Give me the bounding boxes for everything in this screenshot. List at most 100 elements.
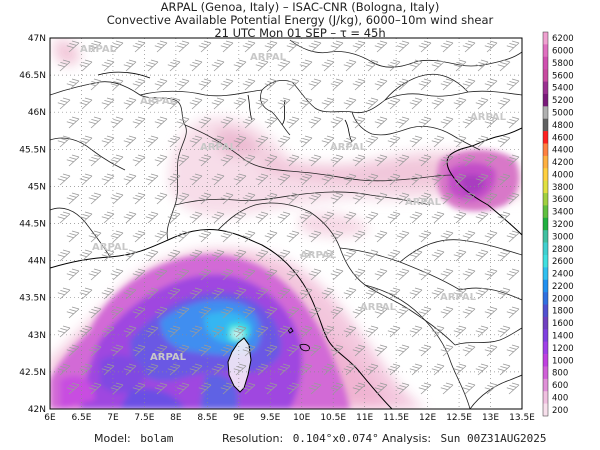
wind-barb — [176, 230, 190, 243]
colorbar-swatch — [543, 378, 548, 392]
wind-barb — [409, 211, 423, 224]
lon-label: 6E — [44, 413, 56, 423]
wind-barb — [242, 382, 256, 395]
wind-barb — [220, 78, 234, 91]
wind-barb — [167, 325, 181, 338]
wind-barb — [387, 249, 401, 262]
wind-barb — [154, 230, 168, 243]
wind-barb — [365, 135, 379, 148]
wind-barb — [123, 59, 137, 72]
lon-label: 6.5E — [71, 413, 91, 423]
wind-barb — [233, 363, 247, 376]
wind-barb — [440, 116, 454, 129]
arpal-watermark: ARPAL — [470, 112, 507, 123]
wind-barb — [110, 154, 124, 167]
wind-barb — [57, 287, 71, 300]
colorbar-swatch — [543, 403, 548, 417]
wind-barb — [440, 40, 454, 53]
wind-barb — [101, 287, 115, 300]
wind-barb — [277, 249, 291, 262]
wind-barb — [497, 249, 511, 262]
wind-barb — [79, 325, 93, 338]
colorbar-swatch — [543, 254, 548, 268]
wind-barb — [255, 173, 269, 186]
wind-barb — [79, 363, 93, 376]
colorbar-swatch — [543, 44, 548, 58]
colorbar-label: 4000 — [552, 170, 574, 180]
wind-barb — [352, 230, 366, 243]
wind-barb — [66, 382, 80, 395]
wind-barb — [66, 78, 80, 91]
lon-label: 13.5E — [509, 413, 535, 423]
wind-barb — [264, 306, 278, 319]
lon-label: 11E — [356, 413, 373, 423]
wind-barb — [321, 325, 335, 338]
wind-barb — [220, 268, 234, 281]
wind-barb — [255, 59, 269, 72]
colorbar-swatch — [543, 69, 548, 82]
wind-barb — [211, 211, 225, 224]
colorbar-label: 3600 — [552, 195, 574, 205]
wind-barb — [299, 249, 313, 262]
colorbar-label: 4800 — [552, 121, 574, 131]
wind-barb — [352, 306, 366, 319]
wind-barb — [167, 211, 181, 224]
wind-barb — [308, 268, 322, 281]
wind-barb — [286, 344, 300, 357]
wind-barb — [286, 154, 300, 167]
wind-barb — [242, 78, 256, 91]
wind-barb — [255, 135, 269, 148]
colorbar-swatch — [543, 93, 548, 107]
arpal-watermark: ARPAL — [440, 292, 477, 303]
wind-barb — [352, 40, 366, 53]
wind-barb — [88, 116, 102, 129]
footer-resolution: Resolution: 0.104°x0.074° — [222, 432, 379, 445]
wind-barb — [431, 325, 445, 338]
lat-label: 47N — [28, 34, 46, 44]
colorbar-label: 5400 — [552, 84, 574, 94]
wind-barb — [409, 249, 423, 262]
wind-barb — [286, 382, 300, 395]
wind-barb — [453, 287, 467, 300]
wind-barb — [431, 59, 445, 72]
wind-barb — [308, 382, 322, 395]
wind-barb — [101, 211, 115, 224]
wind-barb — [110, 230, 124, 243]
lon-label: 7.5E — [134, 413, 154, 423]
wind-barb — [321, 363, 335, 376]
colorbar-swatch — [543, 131, 548, 144]
title-line-1: ARPAL (Genoa, Italy) – ISAC-CNR (Bologna… — [160, 0, 440, 14]
wind-barb — [154, 116, 168, 129]
wind-barb — [66, 154, 80, 167]
model-value: bolam — [140, 432, 174, 445]
wind-barb — [101, 325, 115, 338]
title-line-2: Convective Available Potential Energy (J… — [106, 13, 494, 27]
wind-barb — [189, 211, 203, 224]
wind-barb — [145, 249, 159, 262]
wind-barb — [264, 268, 278, 281]
wind-barb — [374, 230, 388, 243]
cape-shading — [50, 39, 522, 409]
wind-barb — [484, 154, 498, 167]
lat-label: 46N — [28, 108, 46, 118]
wind-barb — [330, 40, 344, 53]
wind-barb — [409, 135, 423, 148]
wind-barb — [484, 192, 498, 205]
wind-barb — [79, 249, 93, 262]
wind-barb — [211, 249, 225, 262]
colorbar-label: 2000 — [552, 294, 574, 304]
resolution-value: 0.104°x0.074° — [292, 432, 379, 445]
wind-barb — [374, 116, 388, 129]
wind-barb — [506, 268, 520, 281]
wind-barb — [220, 116, 234, 129]
wind-barb — [453, 249, 467, 262]
colorbar-label: 800 — [552, 369, 568, 379]
wind-barb — [440, 78, 454, 91]
wind-barb — [220, 40, 234, 53]
wind-barb — [145, 173, 159, 186]
wind-barb — [418, 78, 432, 91]
latitude-labels: 47N 46.5N 46N 45.5N 45N 44.5N 44N 43.5N 43N 42.5N… — [19, 34, 46, 415]
wind-barb — [484, 306, 498, 319]
wind-barb — [242, 268, 256, 281]
wind-barb — [321, 97, 335, 110]
